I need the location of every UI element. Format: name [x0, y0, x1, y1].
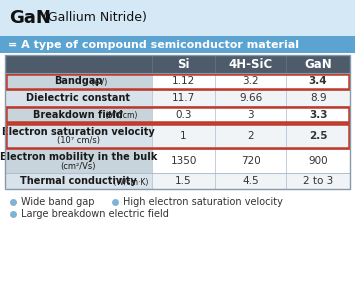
Bar [286, 149, 350, 173]
Text: Large breakdown electric field: Large breakdown electric field [21, 209, 169, 219]
Bar [6, 124, 349, 148]
Text: (Gallium Nitride): (Gallium Nitride) [39, 11, 147, 25]
Text: = A type of compound semiconductor material: = A type of compound semiconductor mater… [8, 39, 299, 50]
Text: 1.5: 1.5 [175, 176, 192, 186]
Bar [0, 36, 355, 53]
Bar [5, 55, 350, 189]
Text: 1.12: 1.12 [172, 77, 195, 86]
Bar [152, 90, 215, 106]
Text: 11.7: 11.7 [172, 93, 195, 103]
Bar [215, 173, 286, 189]
Text: 0.3: 0.3 [175, 110, 192, 119]
Text: 900: 900 [308, 156, 328, 166]
Text: 2 to 3: 2 to 3 [303, 176, 333, 186]
Text: Wide band gap: Wide band gap [21, 197, 94, 207]
Bar [152, 123, 215, 149]
Bar [0, 0, 355, 36]
Bar [5, 173, 152, 189]
Bar [215, 106, 286, 123]
Text: 3: 3 [247, 110, 254, 119]
Text: 2: 2 [247, 131, 254, 141]
Text: GaN: GaN [9, 9, 51, 27]
Text: (cm²/Vs): (cm²/Vs) [61, 161, 96, 171]
Text: Electron saturation velocity: Electron saturation velocity [2, 127, 155, 137]
Bar [286, 73, 350, 90]
Text: Bandgap: Bandgap [54, 77, 103, 86]
Bar [5, 73, 152, 90]
Text: GaN: GaN [304, 58, 332, 70]
Text: 8.9: 8.9 [310, 93, 326, 103]
Bar [152, 173, 215, 189]
Bar [152, 73, 215, 90]
Bar [215, 123, 286, 149]
Text: Thermal conductivity: Thermal conductivity [20, 176, 137, 186]
Bar [286, 90, 350, 106]
Bar [5, 106, 152, 123]
Text: (10⁷ cm/s): (10⁷ cm/s) [57, 136, 100, 145]
Text: 3.4: 3.4 [309, 77, 327, 86]
Bar [152, 149, 215, 173]
Bar [286, 173, 350, 189]
Text: (W/cm·K): (W/cm·K) [111, 178, 149, 187]
Text: 1350: 1350 [170, 156, 197, 166]
Text: 3.3: 3.3 [309, 110, 327, 119]
Text: Electron mobility in the bulk: Electron mobility in the bulk [0, 152, 157, 162]
Text: 9.66: 9.66 [239, 93, 262, 103]
Bar [5, 55, 350, 73]
Text: 3.2: 3.2 [242, 77, 259, 86]
Text: 720: 720 [241, 156, 261, 166]
Bar [5, 90, 152, 106]
Bar [5, 149, 152, 173]
Bar [215, 73, 286, 90]
Text: 4H-SiC: 4H-SiC [229, 58, 273, 70]
Text: (MV/cm): (MV/cm) [103, 111, 137, 120]
Bar [286, 106, 350, 123]
Bar [6, 74, 349, 89]
Text: (eV): (eV) [88, 78, 107, 87]
Text: Dielectric constant: Dielectric constant [26, 93, 130, 103]
Text: Si: Si [177, 58, 190, 70]
Bar [152, 106, 215, 123]
Bar [5, 123, 152, 149]
Bar [286, 123, 350, 149]
Text: High electron saturation velocity: High electron saturation velocity [123, 197, 283, 207]
Text: 2.5: 2.5 [309, 131, 327, 141]
Text: Breakdown field: Breakdown field [33, 110, 123, 119]
Text: 4.5: 4.5 [242, 176, 259, 186]
Text: 1: 1 [180, 131, 187, 141]
Bar [215, 149, 286, 173]
Bar [215, 90, 286, 106]
Bar [6, 107, 349, 122]
